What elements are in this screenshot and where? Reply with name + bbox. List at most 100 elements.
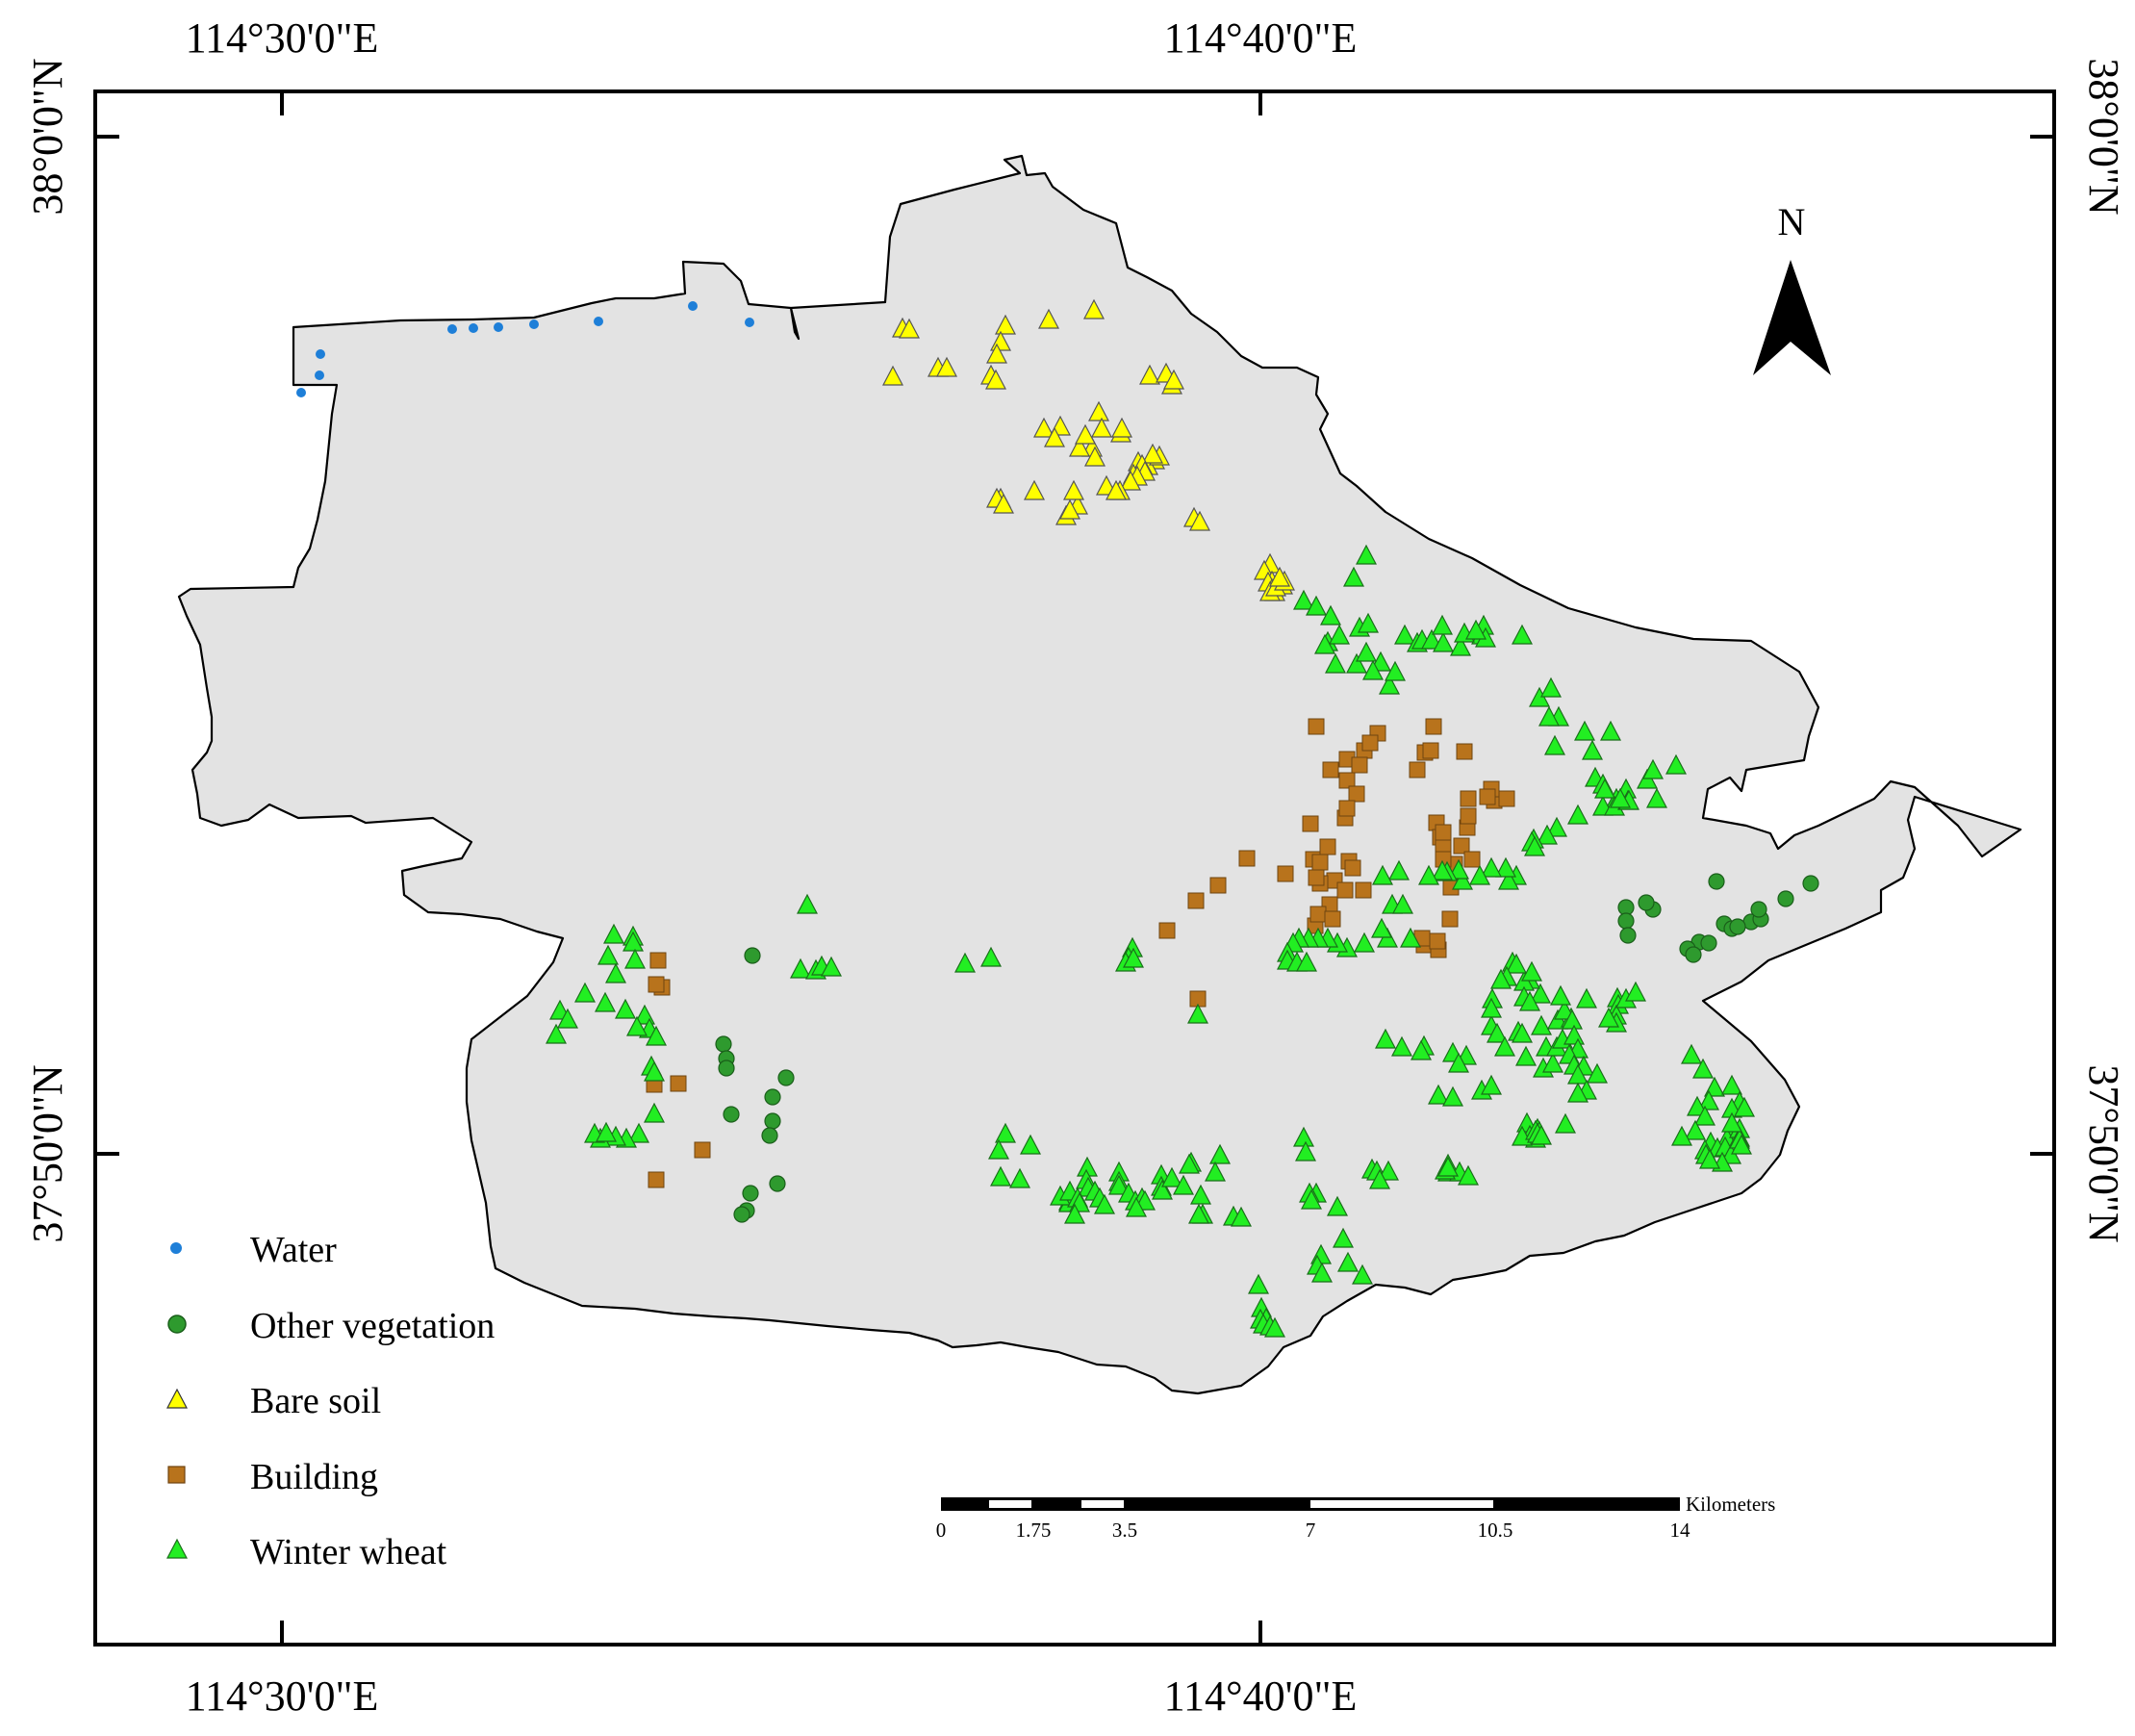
sample-point — [315, 370, 324, 380]
sample-point — [1550, 984, 1571, 1006]
sample-point — [1354, 932, 1375, 953]
sample-point — [1346, 652, 1367, 674]
sample-point — [1531, 1124, 1552, 1145]
sample-point — [644, 1060, 665, 1082]
sample-point — [1320, 604, 1341, 625]
sample-point — [988, 1138, 1009, 1160]
sample-point — [1530, 983, 1551, 1004]
sample-point — [1111, 417, 1132, 438]
winter-wheat-points — [546, 544, 1755, 1338]
sample-point — [1084, 446, 1106, 467]
sample-point — [954, 952, 976, 973]
sample-point — [628, 1122, 649, 1143]
sample-point — [1308, 869, 1325, 886]
sample-point — [546, 1023, 567, 1044]
sample-point — [764, 1112, 781, 1130]
sample-point — [1343, 566, 1364, 587]
sample-point — [1646, 787, 1667, 808]
sample-point — [646, 1025, 667, 1046]
sample-point — [1594, 778, 1615, 799]
sample-point — [1567, 804, 1589, 825]
sample-point — [1537, 824, 1558, 845]
sample-point — [1400, 927, 1421, 948]
sample-point — [1063, 479, 1084, 500]
sample-point — [742, 1185, 759, 1202]
sample-point — [1487, 1022, 1508, 1043]
right-lat-label-1: 38°0'0"N — [2080, 58, 2127, 215]
sample-point — [1311, 1262, 1333, 1283]
legend-vegetation-label: Other vegetation — [250, 1306, 495, 1346]
sample-point — [744, 947, 761, 964]
sample-point — [1421, 628, 1442, 650]
sample-point — [624, 948, 646, 969]
sample-point — [797, 893, 818, 914]
sample-point — [1515, 1045, 1537, 1066]
sample-point — [1452, 869, 1473, 890]
sample-point — [777, 1069, 795, 1086]
sample-point — [447, 324, 457, 334]
bottom-lon-label-2: 114°40'0"E — [1164, 1672, 1358, 1720]
sample-point — [1337, 1251, 1359, 1272]
sample-point — [1411, 1039, 1432, 1060]
sample-point — [1024, 479, 1045, 500]
graticule-ticks — [95, 91, 2054, 1645]
sample-point — [1088, 400, 1109, 421]
sample-point — [715, 1035, 732, 1053]
sample-point — [316, 349, 325, 359]
sample-point — [1512, 624, 1533, 645]
sample-point — [1044, 426, 1065, 447]
sample-point — [1209, 1143, 1231, 1164]
sample-point — [1333, 1227, 1354, 1248]
sample-point — [1120, 470, 1141, 491]
sample-point — [1322, 761, 1339, 779]
sample-point — [1302, 815, 1319, 832]
sample-point — [1685, 1119, 1706, 1140]
study-area-outline — [177, 154, 2022, 1395]
sample-point — [1190, 1184, 1211, 1205]
sample-point — [694, 1141, 711, 1159]
sample-point — [1698, 1089, 1719, 1111]
sample-point — [1372, 864, 1393, 885]
legend-building-label: Building — [250, 1457, 378, 1497]
sample-point — [1319, 838, 1336, 855]
sample-point — [1687, 1095, 1708, 1116]
sample-point — [1802, 875, 1819, 892]
sample-point — [723, 1106, 740, 1123]
sample-point — [1494, 1035, 1515, 1057]
sample-point — [1296, 951, 1317, 972]
sample-point — [1619, 927, 1637, 944]
sample-point — [1189, 510, 1210, 531]
sample-point — [1463, 851, 1481, 868]
sample-point — [1248, 1273, 1269, 1294]
sample-point — [1378, 1160, 1399, 1181]
sample-point — [1293, 589, 1314, 610]
sample-point — [1671, 1125, 1692, 1146]
sample-point — [1301, 1188, 1322, 1210]
sample-point — [899, 318, 920, 339]
sample-point — [733, 1206, 750, 1223]
sample-point — [1277, 865, 1294, 882]
sample-point — [1432, 859, 1453, 881]
sample-point — [1542, 1052, 1563, 1073]
sample-point — [1391, 1035, 1412, 1057]
other-vegetation-points — [715, 873, 1819, 1223]
sample-point — [1456, 743, 1473, 760]
sample-point — [1587, 1062, 1608, 1084]
sample-point — [1187, 892, 1205, 909]
sample-point — [1295, 1140, 1316, 1162]
sample-point — [1356, 641, 1377, 662]
sample-point — [1638, 894, 1655, 911]
sample-point — [1538, 705, 1560, 727]
sample-point — [1460, 790, 1477, 807]
sample-point — [1038, 308, 1059, 329]
north-arrow: N — [1753, 200, 1831, 375]
sample-point — [1020, 1134, 1041, 1155]
sample-point — [1361, 734, 1379, 752]
sample-point — [596, 1121, 617, 1142]
sample-point — [605, 962, 626, 983]
sample-point — [1563, 1024, 1585, 1045]
legend-bare-soil-label: Bare soil — [250, 1381, 381, 1421]
sample-point — [1238, 850, 1256, 867]
sample-point — [1422, 742, 1439, 759]
